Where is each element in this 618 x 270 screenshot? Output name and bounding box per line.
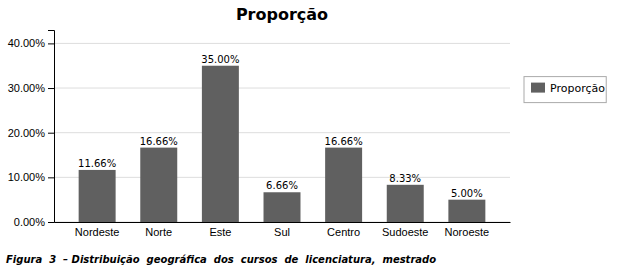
data-label: 16.66% xyxy=(140,136,178,147)
y-tick-mark xyxy=(48,43,54,44)
data-label: 35.00% xyxy=(201,54,239,65)
bar xyxy=(448,200,485,222)
data-label: 11.66% xyxy=(78,158,116,169)
x-axis-line xyxy=(55,222,511,223)
x-tick-label: Centro xyxy=(327,226,360,238)
x-tick: Sudoeste xyxy=(382,222,428,238)
chart: 0.00%10.00%20.00%30.00%40.00%NordesteNor… xyxy=(0,0,618,270)
data-label: 5.00% xyxy=(451,188,483,199)
y-tick-label: 10.00% xyxy=(8,171,46,183)
y-tick: 10.00% xyxy=(8,171,54,183)
x-tick: Sul xyxy=(274,222,290,238)
x-tick: Este xyxy=(209,222,231,238)
grid-line xyxy=(54,177,510,178)
bars xyxy=(79,66,486,222)
data-label: 16.66% xyxy=(325,136,363,147)
bar xyxy=(264,192,301,222)
grid-line xyxy=(54,88,510,89)
data-label: 8.33% xyxy=(389,173,421,184)
x-tick: Nordeste xyxy=(75,222,120,238)
grid xyxy=(54,43,510,222)
grid-line xyxy=(54,43,510,44)
y-tick-mark xyxy=(48,133,54,134)
grid-line xyxy=(54,132,510,133)
legend-label: Proporção xyxy=(550,82,605,95)
data-label: 6.66% xyxy=(266,180,298,191)
x-tick-label: Este xyxy=(209,226,231,238)
data-labels: 11.66% 16.66% 35.00% 6.66% 16.66% 8.33% 5.00% xyxy=(78,54,483,199)
y-tick-label: 20.00% xyxy=(8,127,46,139)
bar xyxy=(387,185,424,222)
y-axis: 0.00% 10.00% 20.00% 30.00% 40.00% xyxy=(8,31,55,229)
y-axis-line xyxy=(48,31,55,223)
y-tick-label: 30.00% xyxy=(8,82,46,94)
bar xyxy=(79,170,116,222)
y-tick-label: 0.00% xyxy=(14,216,45,228)
bar xyxy=(202,66,239,222)
x-tick-label: Nordeste xyxy=(75,226,120,238)
legend-swatch xyxy=(531,83,545,93)
y-tick-mark xyxy=(48,177,54,178)
x-tick-label: Sul xyxy=(274,226,290,238)
x-tick-label: Norte xyxy=(145,226,172,238)
y-tick: 40.00% xyxy=(8,37,54,49)
legend: Proporção xyxy=(524,77,606,103)
bar xyxy=(140,148,177,222)
plot: 0.00%10.00%20.00%30.00%40.00%NordesteNor… xyxy=(8,31,511,238)
y-tick-label: 40.00% xyxy=(8,37,46,49)
y-tick: 20.00% xyxy=(8,127,54,139)
y-tick: 30.00% xyxy=(8,82,54,94)
x-tick: Noroeste xyxy=(445,222,490,238)
x-tick-label: Noroeste xyxy=(445,226,490,238)
y-tick-mark xyxy=(48,88,54,89)
x-axis: Nordeste Norte Este Sul Centro Sudoeste Noroes… xyxy=(55,222,511,238)
legend-frame xyxy=(524,77,606,103)
x-tick: Centro xyxy=(327,222,360,238)
x-tick-label: Sudoeste xyxy=(382,226,428,238)
caption: Figura 3 – Distribuição geográfica dos c… xyxy=(6,254,436,265)
x-tick: Norte xyxy=(145,222,172,238)
bar xyxy=(325,148,362,222)
y-tick: 0.00% xyxy=(14,216,54,228)
y-tick-mark xyxy=(48,222,54,223)
title: Proporção xyxy=(236,5,328,24)
